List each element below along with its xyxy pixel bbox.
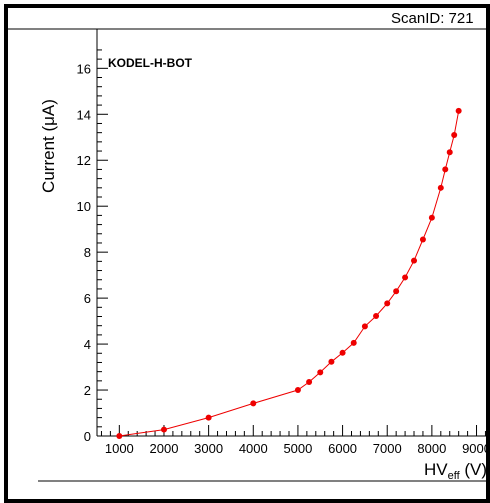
data-point [250,400,257,407]
data-point [317,369,324,376]
data-point [160,426,167,433]
y-axis-title: Current (μA) [39,99,58,193]
data-point [373,313,380,320]
y-tick-label: 0 [84,429,91,444]
series-line [119,110,460,437]
x-axis-title-sub: eff [448,470,461,482]
data-point [451,131,458,138]
data-point [393,288,400,295]
data-point [446,149,453,156]
x-tick-label: 6000 [328,441,357,456]
data-point [437,184,444,191]
data-point [411,257,418,264]
y-tick-label: 8 [84,245,91,260]
x-tick-label: 1000 [105,441,134,456]
y-tick-label: 4 [84,337,91,352]
x-axis-title: HVeff (V) [424,460,486,482]
y-tick-label: 16 [77,61,91,76]
data-point [361,323,368,330]
data-point [116,433,123,439]
data-point [384,300,391,307]
y-tick-label: 10 [77,199,91,214]
y-tick-label: 6 [84,291,91,306]
x-axis-title-unit: (V) [460,460,486,479]
data-point [294,387,301,394]
data-point [442,166,449,173]
data-point [455,107,462,114]
x-tick-label: 2000 [150,441,179,456]
data-point [419,236,426,243]
canvas-frame: ScanID: 721 1000 2000 3000 4000 5000 6000 7000… [4,4,490,503]
x-tick-label: 5000 [283,441,312,456]
chart-title: KODEL-H-BOT [108,56,193,70]
y-tick-label: 14 [77,107,91,122]
data-point [205,414,212,421]
axis-ticks [97,49,486,437]
scan-id-label: ScanID: 721 [391,10,474,27]
data-point [402,274,409,281]
y-tick-label: 12 [77,153,91,168]
x-tick-label: 3000 [194,441,223,456]
data-point [350,339,357,346]
series-points [116,107,462,439]
data-point [339,349,346,356]
x-tick-label: 4000 [239,441,268,456]
data-point [328,358,335,365]
x-tick-label: 8000 [417,441,446,456]
y-tick-label: 2 [84,383,91,398]
x-axis-title-main: HV [424,460,448,479]
hv-scan-plot: ScanID: 721 1000 2000 3000 4000 5000 6000 7000… [8,10,486,482]
data-point [306,378,313,385]
data-point [428,214,435,221]
x-tick-label: 7000 [373,441,402,456]
